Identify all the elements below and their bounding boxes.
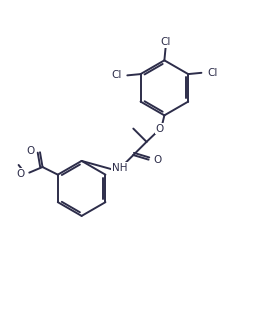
Text: O: O [156, 123, 164, 134]
Text: Cl: Cl [207, 68, 217, 78]
Text: Cl: Cl [160, 37, 171, 47]
Text: Cl: Cl [111, 71, 122, 80]
Text: O: O [16, 169, 25, 179]
Text: O: O [26, 146, 34, 156]
Text: NH: NH [112, 163, 128, 173]
Text: O: O [154, 155, 162, 165]
